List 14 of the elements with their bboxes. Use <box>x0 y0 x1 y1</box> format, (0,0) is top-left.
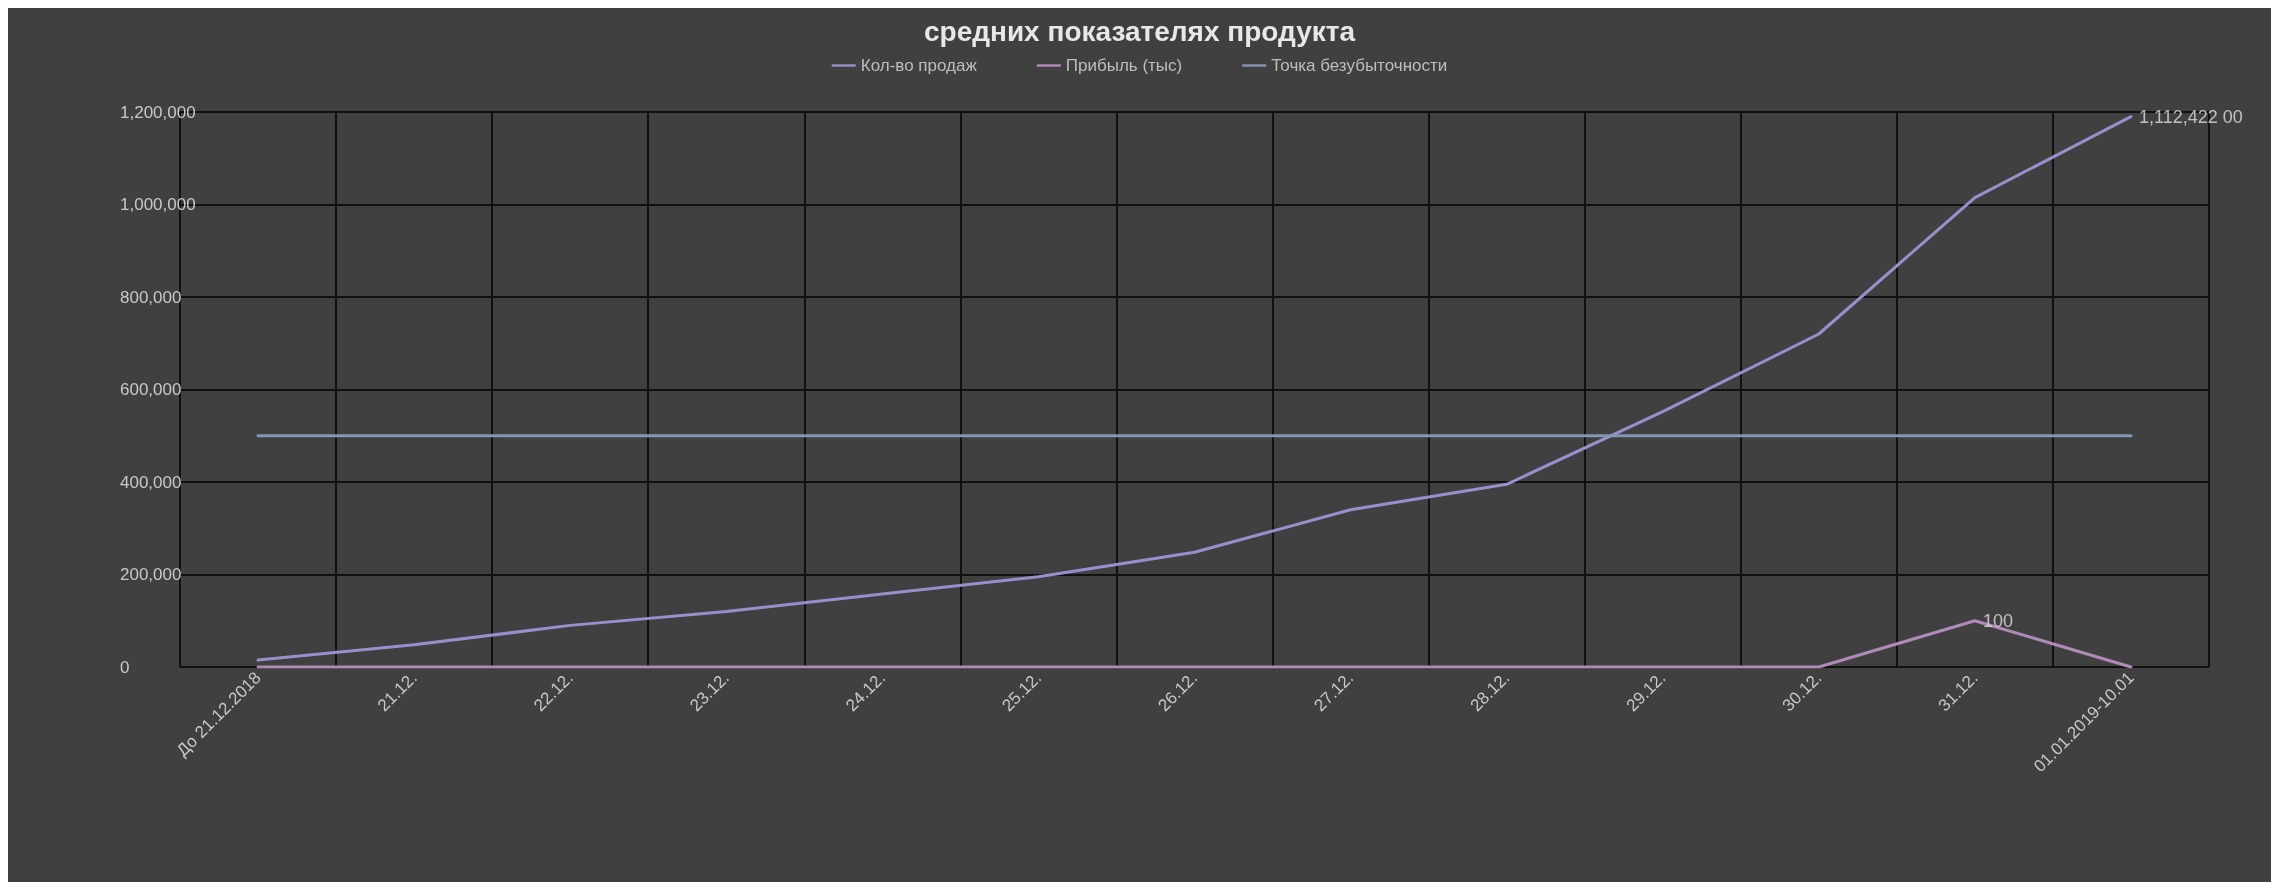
y-tick-label: 800,000 <box>120 287 182 307</box>
y-tick-label: 1,200,000 <box>120 102 196 122</box>
y-tick-label: 400,000 <box>120 472 182 492</box>
y-tick-label: 1,000,000 <box>120 195 196 214</box>
y-tick-label: 200,000 <box>120 565 182 584</box>
y-tick-label: 600,000 <box>120 380 182 399</box>
annotation: 1,112,422 00 <box>2138 106 2243 127</box>
legend-label: Прибыль (тыс) <box>1065 56 1183 75</box>
chart-title: средних показателях продукта <box>923 15 1356 47</box>
annotation: 100 <box>1982 610 2013 631</box>
legend-label: Кол-во продаж <box>860 56 978 75</box>
legend-label: Точка безубыточности <box>1271 56 1448 75</box>
line-series <box>256 115 2133 662</box>
y-tick-label: 0 <box>120 657 130 677</box>
